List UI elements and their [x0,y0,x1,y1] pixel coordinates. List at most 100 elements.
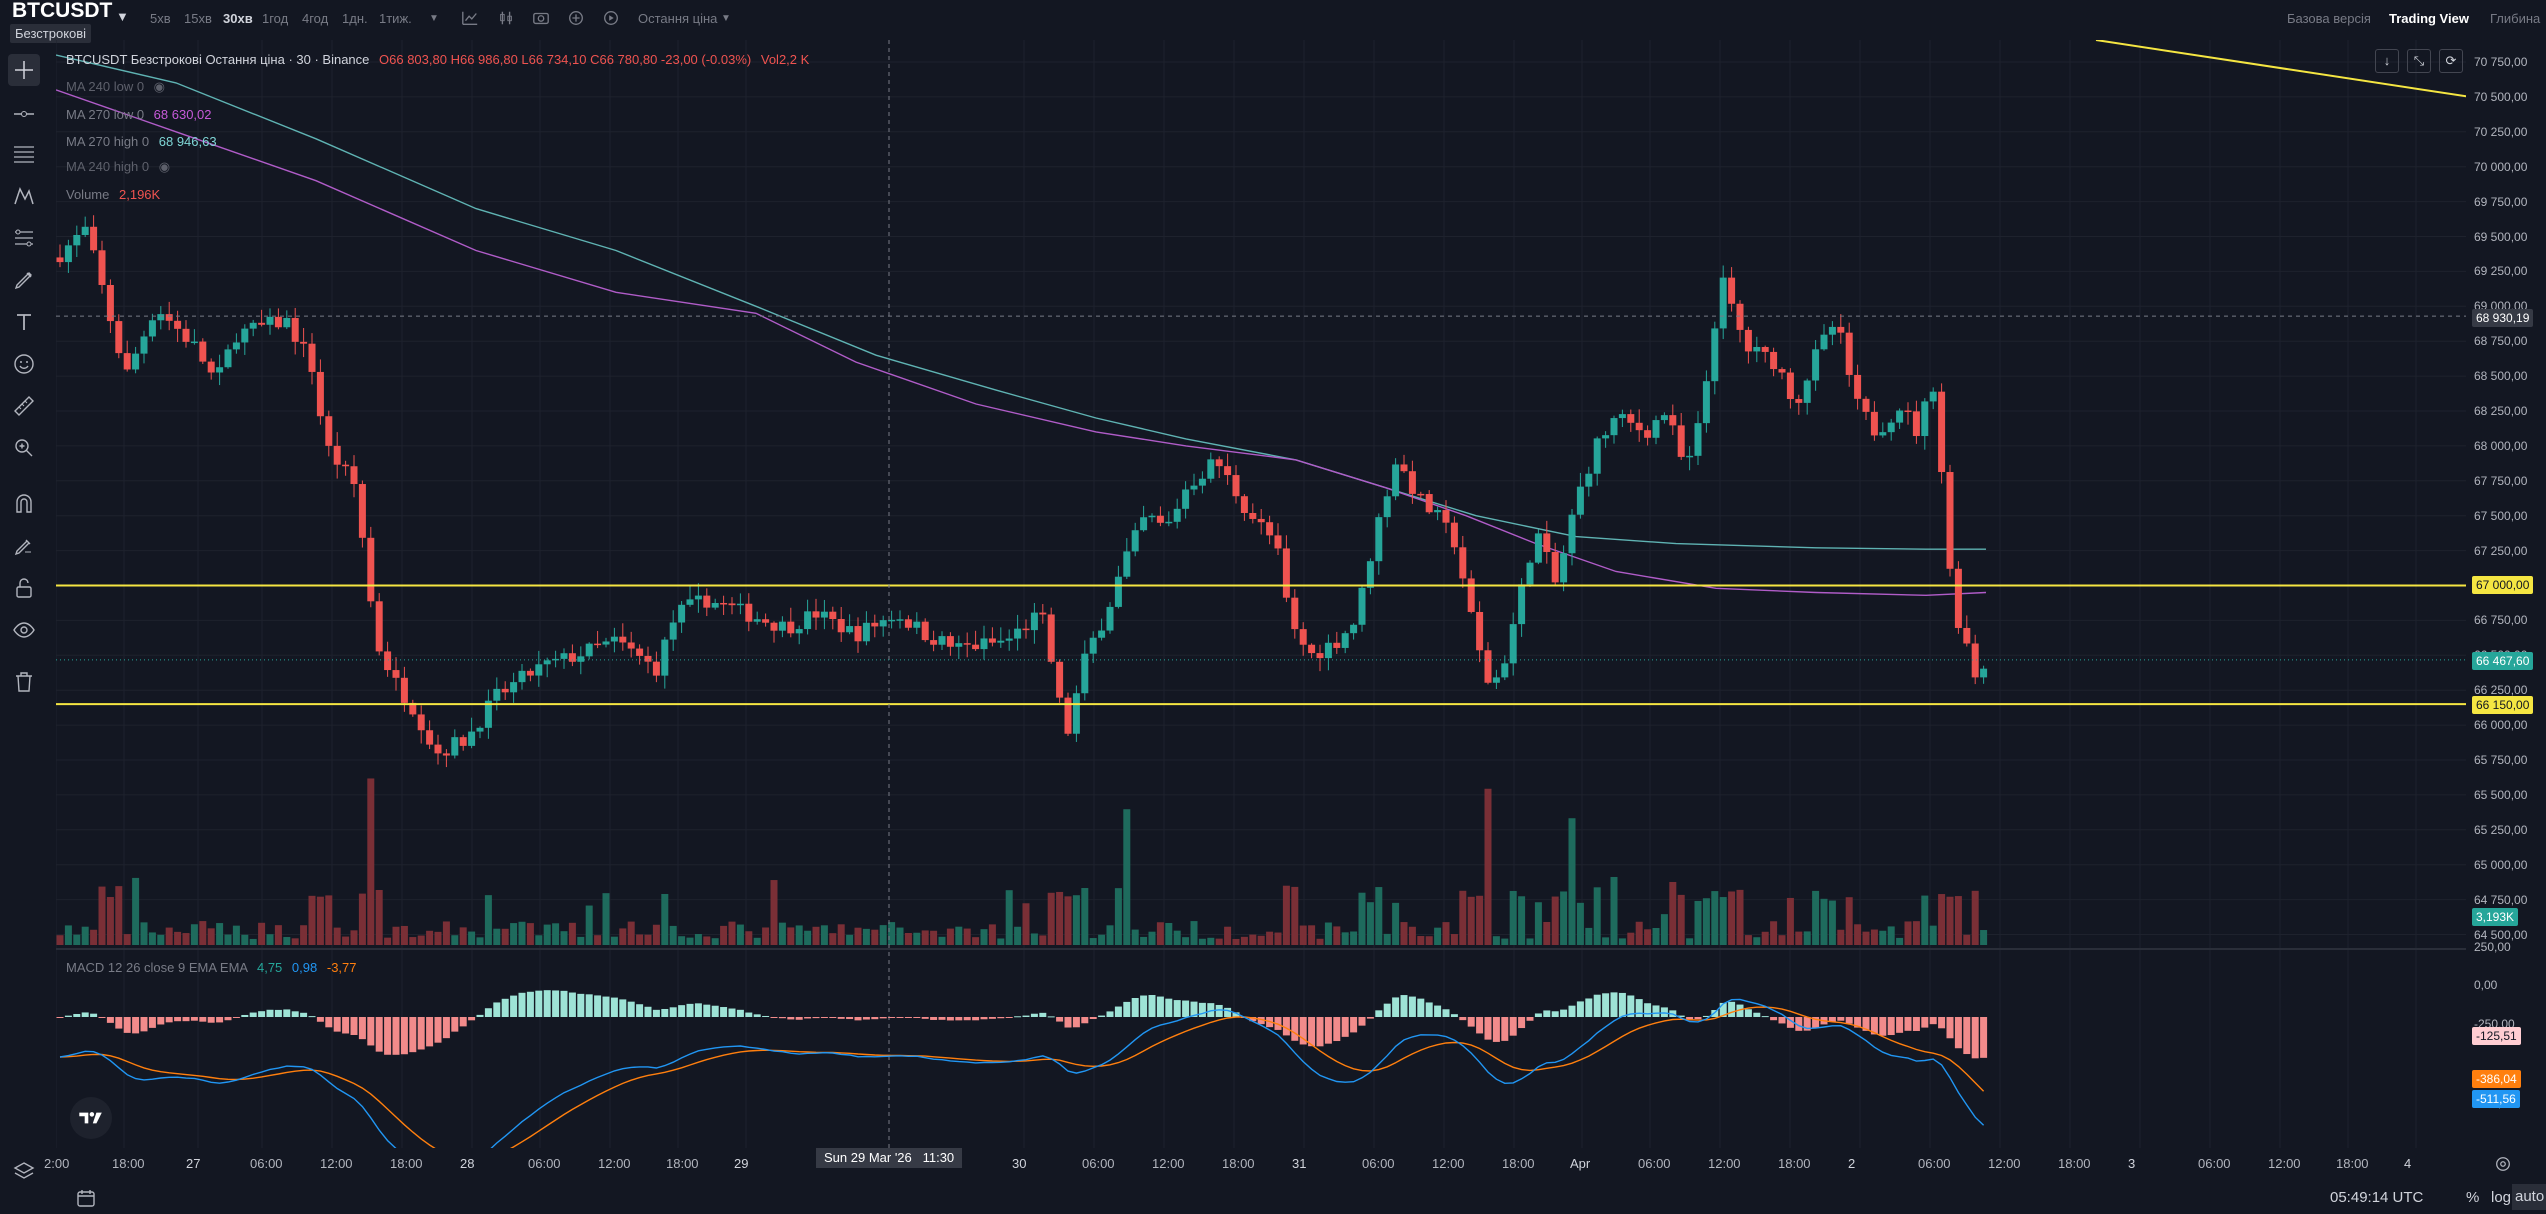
volume-bar [1198,938,1206,945]
price-tick: 65 000,00 [2474,857,2528,872]
price-tick: 70 750,00 [2474,55,2528,69]
timeframe-4h[interactable]: 4год [302,11,329,26]
pattern-tool-icon[interactable] [8,180,40,212]
volume-bar [1921,895,1929,945]
macd-hist-bar [736,1009,744,1017]
lock-icon[interactable] [8,572,40,604]
volume-bar [543,924,551,945]
macd-hist-bar [1543,1010,1551,1017]
timeframe-15m[interactable]: 15хв [184,11,212,26]
hidden-eye-icon[interactable]: ◉ [153,79,166,94]
candle-body [1585,473,1593,487]
price-axis[interactable]: 70 750,00 70 500,00 70 250,00 70 000,00 69 7… [2470,40,2546,1148]
macd-hist-bar [1593,994,1601,1017]
screenshot-icon[interactable] [531,9,551,29]
brush-tool-icon[interactable] [8,264,40,296]
candle-body [1786,372,1794,400]
horizontal-line-tool-icon[interactable] [8,98,40,130]
volume-bar [636,934,644,945]
forecast-tool-icon[interactable] [8,222,40,254]
timeframe-30m[interactable]: 30хв [223,11,253,26]
ruler-tool-icon[interactable] [8,390,40,422]
text-tool-icon[interactable] [8,306,40,338]
volume-bar [1484,788,1492,945]
view-basic[interactable]: Базова версія [2287,11,2371,26]
percent-toggle[interactable]: % [2466,1189,2480,1206]
time-tick: 06:00 [1918,1156,1951,1171]
volume-bar [1056,891,1064,945]
candle-body [1971,643,1979,678]
macd-hist-bar [1560,1009,1568,1017]
macd-hist-bar [837,1017,845,1019]
macd-hist-bar [493,1002,501,1017]
candle-body [753,619,761,622]
volume-bar [1014,926,1022,945]
reset-icon[interactable]: ⟳ [2439,49,2463,73]
symbol-dropdown-icon[interactable]: ▼ [116,9,129,24]
volume-bar [904,932,912,945]
add-icon[interactable] [566,9,586,29]
view-tradingview[interactable]: Trading View [2389,11,2469,26]
volume-bar [1316,938,1324,945]
auto-toggle[interactable]: auto [2512,1184,2546,1210]
candle-body [1694,423,1702,456]
candle-body [1383,496,1391,518]
time-tick: 06:00 [2198,1156,2231,1171]
volume-bar [1887,926,1895,945]
zoom-in-icon[interactable] [8,432,40,464]
macd-tick: 250,00 [2474,940,2511,954]
price-chart[interactable] [56,40,2466,1148]
candle-type-icon[interactable] [496,9,516,29]
trash-icon[interactable] [8,666,40,698]
object-tree-icon[interactable] [8,1156,40,1188]
volume-bar [871,929,879,945]
log-toggle[interactable]: log [2491,1189,2512,1206]
timeframe-1h[interactable]: 1год [262,11,289,26]
hidden-eye-icon[interactable]: ◉ [158,159,171,174]
timeframe-more-icon[interactable]: ▼ [429,13,439,24]
crosshair-tool-icon[interactable] [8,54,40,86]
volume-bar [1375,887,1383,945]
volume-bar [1215,938,1223,945]
replay-icon[interactable] [601,9,621,29]
indicators-icon[interactable] [460,9,480,29]
time-tick: 18:00 [666,1156,699,1171]
volume-bar [518,921,526,945]
settings-icon[interactable] [2494,1155,2512,1178]
price-type-select[interactable]: Остання ціна [638,11,718,26]
volume-bar [1106,925,1114,945]
candle-body [56,257,64,263]
tradingview-logo[interactable] [70,1097,112,1139]
macd-hist-bar [787,1017,795,1020]
calendar-icon[interactable] [76,1188,96,1213]
volume-bar [325,895,333,945]
candle-body [1795,399,1803,403]
volume-bar [862,928,870,945]
volume-bar [1602,937,1610,945]
macd-hist-bar [610,997,618,1017]
emoji-tool-icon[interactable] [8,348,40,380]
volume-bar [400,925,408,945]
scroll-down-icon[interactable]: ↓ [2375,49,2399,73]
timeframe-1w[interactable]: 1тиж. [379,11,412,26]
eye-icon[interactable] [8,614,40,646]
time-tick: 06:00 [250,1156,283,1171]
fullscreen-icon[interactable]: ⤡ [2407,49,2431,73]
macd-hist-bar [81,1012,89,1017]
macd-hist-bar [762,1015,770,1017]
utc-clock[interactable]: 05:49:14 UTC [2330,1189,2424,1206]
view-depth[interactable]: Глибина [2490,11,2541,26]
macd-hist-bar [375,1017,383,1052]
candle-body [619,636,627,643]
drawing-mode-icon[interactable] [8,530,40,562]
macd-hist-bar [333,1017,341,1032]
time-axis[interactable]: 2:00 18:00 27 06:00 12:00 18:00 28 06:00 12:00 18… [0,1148,2470,1178]
candle-body [140,336,148,354]
volume-bar [1728,891,1736,945]
symbol-title[interactable]: BTCUSDT [12,0,113,22]
fib-tool-icon[interactable] [8,138,40,170]
price-type-chevron-icon[interactable]: ▼ [721,13,731,24]
timeframe-5m[interactable]: 5хв [150,11,171,26]
magnet-icon[interactable] [8,488,40,520]
timeframe-1d[interactable]: 1дн. [342,11,368,26]
